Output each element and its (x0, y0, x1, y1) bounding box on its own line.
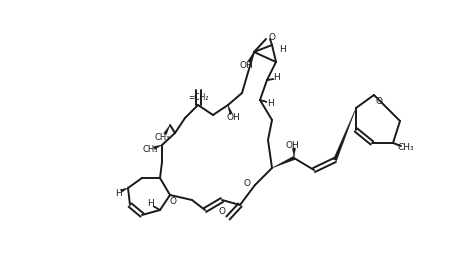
Text: CH₃: CH₃ (398, 143, 414, 152)
Text: H: H (279, 44, 286, 53)
Polygon shape (272, 156, 295, 168)
Text: OH: OH (285, 141, 299, 149)
Polygon shape (153, 145, 162, 149)
Text: O: O (243, 179, 250, 188)
Polygon shape (292, 148, 296, 158)
Polygon shape (228, 105, 232, 115)
Text: OH: OH (239, 61, 253, 70)
Text: O: O (170, 197, 176, 206)
Polygon shape (248, 52, 254, 63)
Text: H: H (267, 99, 274, 108)
Text: O: O (376, 98, 383, 107)
Text: OH: OH (226, 112, 240, 122)
Text: H: H (274, 74, 280, 83)
Text: CH₃: CH₃ (142, 146, 158, 155)
Text: CH₃: CH₃ (154, 133, 170, 141)
Polygon shape (121, 188, 128, 192)
Polygon shape (334, 108, 356, 161)
Text: H: H (115, 189, 122, 198)
Text: O: O (268, 33, 275, 42)
Text: O: O (219, 207, 225, 216)
Polygon shape (164, 125, 170, 135)
Text: =CH₂: =CH₂ (188, 93, 208, 101)
Text: H: H (146, 199, 153, 208)
